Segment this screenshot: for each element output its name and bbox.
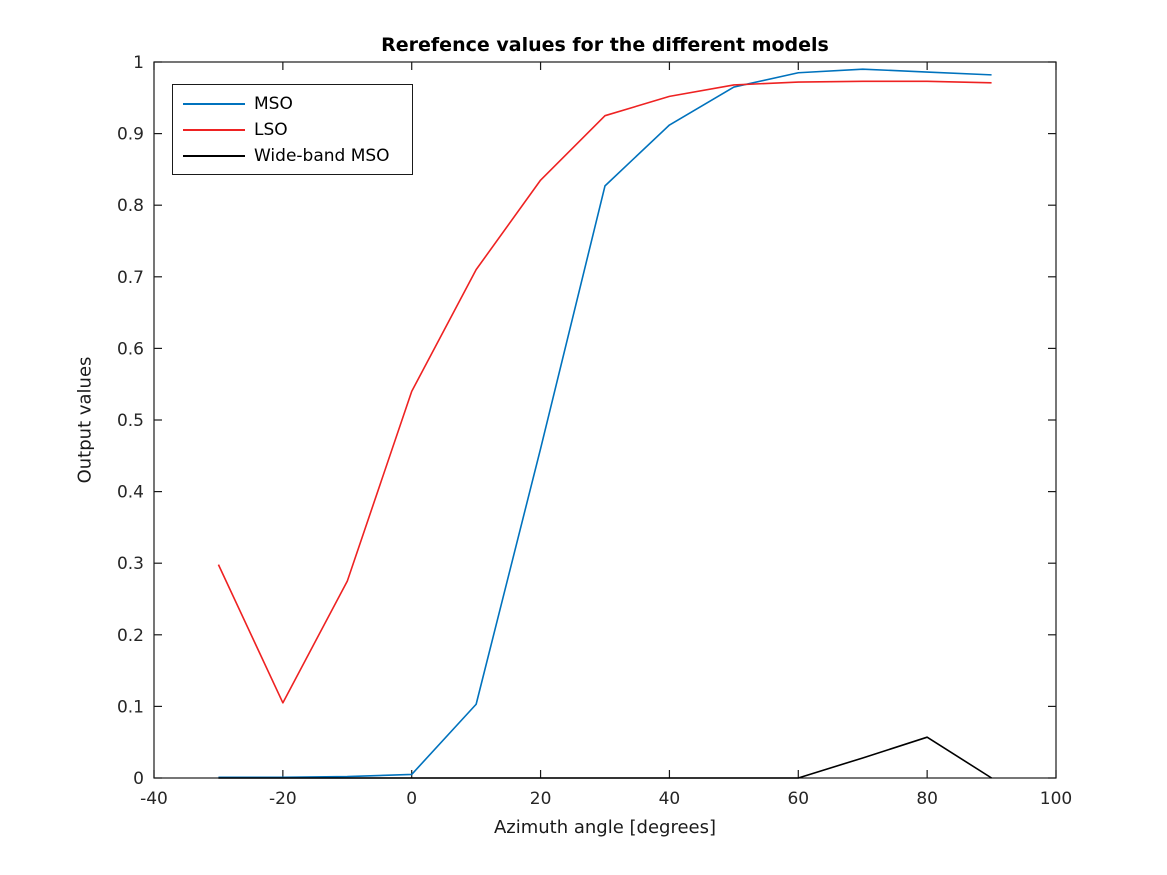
- lso-line: [217, 80, 992, 704]
- lso-line-swatch: [183, 128, 245, 131]
- legend-item-wideband-mso: Wide-band MSO: [173, 145, 412, 166]
- y-tick-label: 0.4: [117, 483, 144, 503]
- y-tick-label: 0.2: [117, 626, 144, 646]
- x-axis-label: Azimuth angle [degrees]: [493, 817, 717, 838]
- y-tick-label: 0.8: [117, 196, 144, 216]
- mso-line-swatch: [183, 102, 245, 105]
- wideband-mso-line-swatch: [183, 154, 245, 157]
- y-tick-label: 0: [133, 769, 144, 789]
- y-tick-label: 0.7: [117, 268, 144, 288]
- y-axis-label: Output values: [74, 356, 96, 484]
- x-tick-label: 100: [1040, 789, 1072, 809]
- x-tick-label: 80: [916, 789, 938, 809]
- y-tick-label: 0.6: [117, 339, 144, 359]
- legend: MSO LSO Wide-band MSO: [172, 84, 413, 175]
- y-tick-label: 0.9: [117, 125, 144, 145]
- x-tick-label: -20: [269, 789, 297, 809]
- legend-label-lso: LSO: [254, 119, 288, 140]
- legend-item-mso: MSO: [173, 93, 412, 114]
- x-tick-label: 0: [406, 789, 417, 809]
- y-tick-label: 0.1: [117, 697, 144, 717]
- x-tick-label: 40: [659, 789, 681, 809]
- chart-title: Rerefence values for the different model…: [381, 34, 829, 56]
- x-tick-label: 20: [530, 789, 552, 809]
- y-tick-label: 0.5: [117, 411, 144, 431]
- y-tick-label: 0.3: [117, 554, 144, 574]
- legend-label-wideband-mso: Wide-band MSO: [254, 145, 390, 166]
- legend-item-lso: LSO: [173, 119, 412, 140]
- wide-band-mso-line: [218, 736, 992, 779]
- mso-line: [218, 68, 992, 779]
- legend-label-mso: MSO: [254, 93, 293, 114]
- x-tick-label: -40: [140, 789, 168, 809]
- y-tick-label: 1: [133, 53, 144, 73]
- x-tick-label: 60: [787, 789, 809, 809]
